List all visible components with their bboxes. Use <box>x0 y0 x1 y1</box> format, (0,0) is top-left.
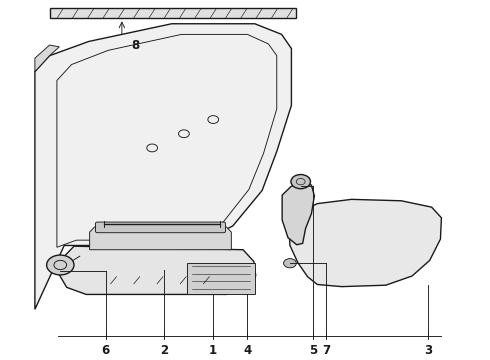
Text: 7: 7 <box>322 344 330 357</box>
Polygon shape <box>187 262 255 294</box>
Polygon shape <box>289 199 441 287</box>
Polygon shape <box>58 246 256 294</box>
Polygon shape <box>90 227 231 250</box>
Text: 2: 2 <box>160 344 169 357</box>
Text: 4: 4 <box>244 344 251 357</box>
Text: 6: 6 <box>101 344 110 357</box>
Circle shape <box>47 255 74 275</box>
Text: 1: 1 <box>209 344 217 357</box>
Text: 5: 5 <box>309 344 318 357</box>
Circle shape <box>284 258 296 268</box>
FancyBboxPatch shape <box>96 222 225 233</box>
Text: 8: 8 <box>132 39 140 52</box>
Polygon shape <box>35 45 59 72</box>
Text: 3: 3 <box>424 344 432 357</box>
Polygon shape <box>282 182 315 245</box>
Circle shape <box>291 175 311 189</box>
Polygon shape <box>35 24 292 309</box>
Bar <box>49 9 296 18</box>
